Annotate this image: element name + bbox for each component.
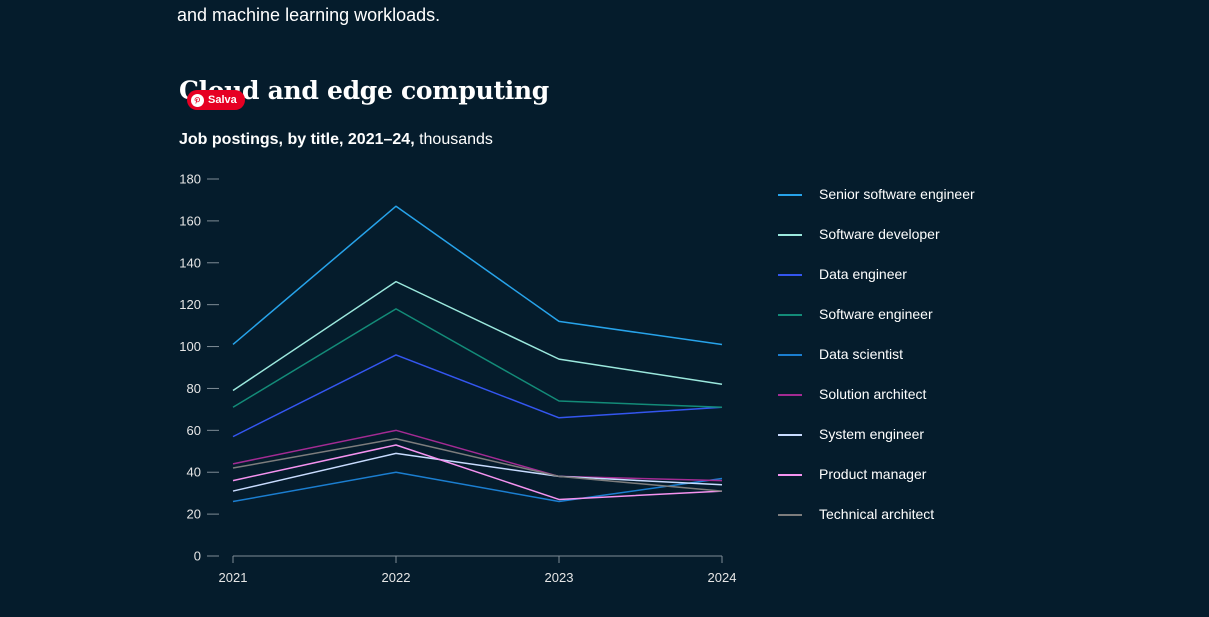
series-line-4: [232, 471, 723, 503]
legend-label: Technical architect: [819, 506, 935, 522]
pinterest-icon: [191, 93, 204, 107]
y-tick-label: 100: [179, 339, 201, 354]
intro-paragraph: and machine learning workloads.: [177, 5, 441, 25]
y-tick-label: 180: [179, 172, 201, 187]
x-tick-label: 2023: [545, 570, 574, 585]
chart-subtitle-unit: thousands: [414, 131, 493, 148]
chart-legend: Senior software engineer Software develop…: [778, 174, 975, 534]
legend-swatch: [778, 353, 802, 356]
y-tick-label: 80: [187, 381, 201, 396]
y-tick-label: 160: [179, 213, 201, 228]
series-line-7: [232, 444, 723, 501]
series-line-2: [232, 354, 723, 438]
legend-label: Data engineer: [819, 266, 907, 282]
legend-item: Data engineer: [778, 254, 975, 294]
legend-label: Senior software engineer: [819, 186, 975, 202]
x-tick-label: 2024: [708, 570, 737, 585]
y-tick-label: 60: [187, 423, 201, 438]
legend-item: Software engineer: [778, 294, 975, 334]
legend-item: Senior software engineer: [778, 174, 975, 214]
legend-item: System engineer: [778, 414, 975, 454]
chart-subtitle: Job postings, by title, 2021–24, thousan…: [179, 131, 493, 149]
x-tick-label: 2021: [219, 570, 248, 585]
legend-label: Solution architect: [819, 386, 927, 402]
legend-swatch: [778, 393, 802, 396]
series-line-5: [232, 429, 723, 482]
chart-subtitle-main: Job postings, by title, 2021–24,: [179, 131, 415, 148]
legend-swatch: [778, 473, 802, 476]
legend-label: Product manager: [819, 466, 927, 482]
legend-label: Data scientist: [819, 346, 904, 362]
legend-swatch: [778, 233, 802, 236]
legend-item: Product manager: [778, 454, 975, 494]
y-tick-label: 20: [187, 507, 201, 522]
series-line-0: [232, 205, 723, 346]
y-tick-label: 40: [187, 465, 201, 480]
legend-item: Software developer: [778, 214, 975, 254]
series-lines: [232, 205, 723, 503]
y-axis: 0 20 40 60 80 100 120 140 160 180: [179, 172, 219, 564]
legend-label: Software engineer: [819, 306, 933, 322]
legend-swatch: [778, 273, 802, 276]
legend-swatch: [778, 513, 802, 516]
series-line-6: [232, 452, 723, 492]
legend-swatch: [778, 313, 802, 316]
series-line-3: [232, 308, 723, 409]
x-tick-label: 2022: [382, 570, 411, 585]
legend-item: Technical architect: [778, 494, 975, 534]
legend-label: System engineer: [819, 426, 925, 442]
pinterest-save-button[interactable]: Salva: [187, 90, 245, 110]
legend-swatch: [778, 193, 802, 196]
x-axis: 2021 2022 2023 2024: [219, 555, 737, 585]
series-line-1: [232, 280, 723, 392]
y-tick-label: 0: [194, 549, 201, 564]
legend-swatch: [778, 433, 802, 436]
legend-label: Software developer: [819, 226, 940, 242]
y-tick-label: 140: [179, 255, 201, 270]
legend-item: Data scientist: [778, 334, 975, 374]
legend-item: Solution architect: [778, 374, 975, 414]
pinterest-save-label: Salva: [208, 94, 237, 106]
y-tick-label: 120: [179, 297, 201, 312]
series-line-8: [232, 437, 723, 492]
